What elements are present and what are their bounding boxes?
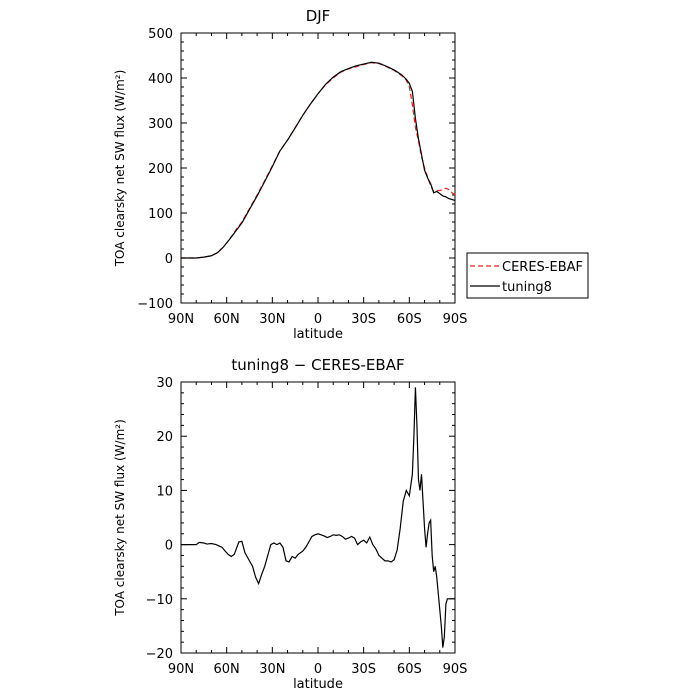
series-line-tuning8 — [181, 61, 455, 259]
x-tick-label: 90N — [168, 662, 194, 677]
y-tick-label: 20 — [156, 430, 173, 445]
x-tick-label: 90S — [443, 312, 468, 327]
legend-box — [466, 252, 589, 299]
chart-title: DJF — [306, 7, 331, 25]
x-tick-label: 90S — [443, 662, 468, 677]
y-tick-label: 0 — [165, 252, 173, 267]
y-tick-label: 100 — [148, 207, 173, 222]
y-tick-label: 500 — [148, 27, 173, 42]
bottom-panel: 90N 60N 30N 0 30S 60S 90S −20 −10 0 10 20 30 tuning8 … — [113, 356, 467, 692]
y-tick-label: 200 — [148, 162, 173, 177]
series-line-ceres-ebaf — [181, 62, 455, 259]
x-tick-label: 60S — [397, 662, 422, 677]
y-tick-label: 10 — [156, 484, 173, 499]
series-line-difference — [181, 387, 455, 648]
y-tick-label: 300 — [148, 117, 173, 132]
x-tick-label: 30S — [351, 662, 376, 677]
x-axis-label: latitude — [293, 327, 343, 342]
legend-label: CERES-EBAF — [502, 260, 583, 275]
y-tick-label: 400 — [148, 72, 173, 87]
y-tick-label: −20 — [146, 647, 173, 662]
y-tick-label: 0 — [165, 539, 173, 554]
legend-label: tuning8 — [502, 280, 552, 295]
x-tick-label: 30N — [259, 312, 285, 327]
x-tick-label: 60N — [214, 312, 240, 327]
plot-frame — [180, 32, 456, 304]
y-tick-label: 30 — [156, 376, 173, 391]
y-tick-label: −100 — [137, 297, 173, 312]
y-axis-label: TOA clearsky net SW flux (W/m²) — [113, 419, 127, 617]
y-tick-label: −10 — [146, 593, 173, 608]
chart-title: tuning8 − CERES-EBAF — [231, 356, 404, 374]
x-tick-label: 90N — [168, 312, 194, 327]
x-tick-label: 60S — [397, 312, 422, 327]
legend: CERES-EBAF tuning8 — [466, 252, 589, 299]
x-tick-label: 0 — [314, 662, 322, 677]
x-tick-label: 30N — [259, 662, 285, 677]
y-axis-label: TOA clearsky net SW flux (W/m²) — [113, 70, 127, 268]
x-tick-label: 30S — [351, 312, 376, 327]
top-panel: 90N 60N 30N 0 30S 60S 90S −100 0 100 200 300 400 500 D… — [113, 7, 467, 342]
x-tick-label: 60N — [214, 662, 240, 677]
x-tick-label: 0 — [314, 312, 322, 327]
x-axis-label: latitude — [293, 677, 343, 692]
